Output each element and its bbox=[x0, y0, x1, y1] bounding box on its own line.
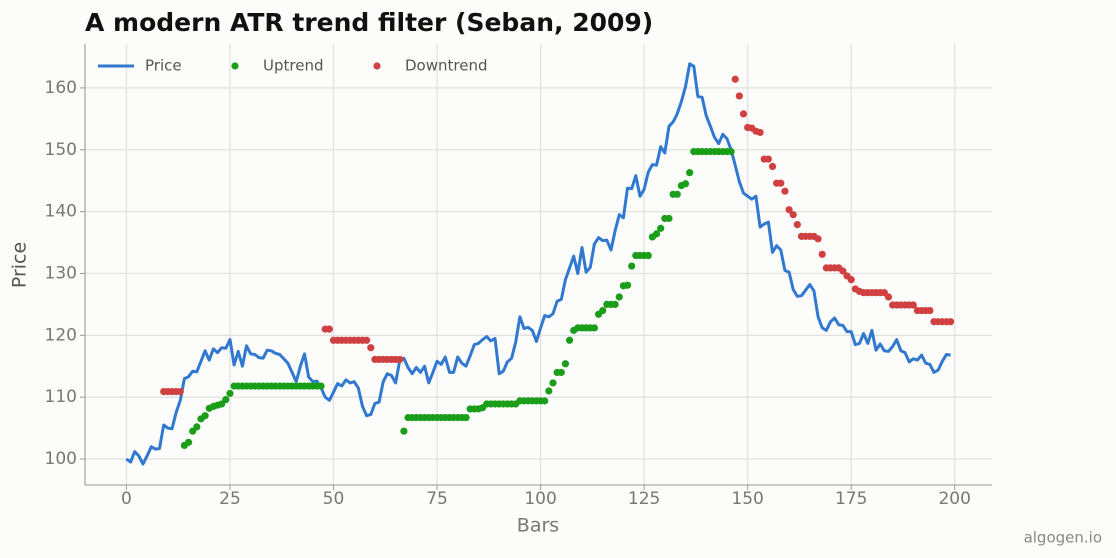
trend-dot bbox=[686, 169, 694, 177]
trend-dot bbox=[735, 92, 743, 100]
legend-label: Downtrend bbox=[405, 57, 487, 75]
y-tick-label: 130 bbox=[45, 263, 77, 283]
trend-dot bbox=[557, 368, 565, 377]
trend-dot bbox=[201, 412, 209, 420]
trend-dot bbox=[462, 413, 470, 422]
x-tick-label: 50 bbox=[323, 489, 345, 509]
x-tick-label: 175 bbox=[835, 489, 867, 509]
y-tick-label: 100 bbox=[45, 449, 77, 469]
y-tick-label: 140 bbox=[45, 202, 77, 222]
watermark: algogen.io bbox=[1024, 529, 1102, 547]
trend-dot bbox=[909, 301, 917, 309]
trend-dot bbox=[193, 423, 201, 431]
trend-dot bbox=[549, 379, 557, 387]
trend-dot bbox=[176, 388, 184, 396]
y-tick-label: 150 bbox=[45, 140, 77, 160]
trend-dot bbox=[652, 230, 661, 238]
x-tick-label: 200 bbox=[938, 489, 970, 509]
trend-dot bbox=[561, 360, 570, 368]
trend-dot bbox=[545, 387, 553, 395]
trend-dot bbox=[611, 300, 619, 308]
trend-dot bbox=[946, 318, 955, 326]
legend-swatch bbox=[231, 62, 239, 70]
trend-dot bbox=[599, 306, 607, 315]
trend-dot bbox=[884, 293, 893, 301]
trend-dot bbox=[623, 281, 632, 289]
trend-dot bbox=[781, 187, 789, 195]
trend-dot bbox=[565, 336, 574, 344]
x-tick-label: 25 bbox=[219, 489, 241, 509]
trend-dot bbox=[768, 162, 777, 171]
trend-dot bbox=[628, 262, 636, 270]
trend-dot bbox=[785, 206, 793, 214]
trend-dot bbox=[673, 190, 681, 198]
trend-dot bbox=[644, 251, 652, 260]
trend-dot bbox=[926, 306, 934, 315]
y-axis-label: Price bbox=[9, 242, 31, 288]
trend-dot bbox=[731, 75, 739, 83]
trend-dot bbox=[325, 325, 333, 333]
y-tick-label: 120 bbox=[45, 325, 77, 345]
trend-dot bbox=[665, 214, 673, 223]
trend-dot bbox=[184, 438, 193, 446]
chart-title: A modern ATR trend filter (Seban, 2009) bbox=[85, 8, 653, 37]
trend-dot bbox=[363, 336, 371, 344]
trend-dot bbox=[615, 293, 623, 301]
trend-dot bbox=[226, 389, 234, 398]
x-axis-label: Bars bbox=[517, 515, 559, 537]
trend-dot bbox=[317, 382, 325, 390]
trend-dot bbox=[789, 211, 797, 219]
trend-dot bbox=[739, 110, 748, 118]
price-line bbox=[125, 62, 951, 466]
x-tick-label: 100 bbox=[524, 489, 556, 509]
trend-dot bbox=[764, 155, 772, 163]
y-tick-label: 160 bbox=[45, 78, 77, 98]
trend-dot bbox=[818, 250, 826, 258]
trend-dot bbox=[400, 427, 408, 435]
trend-dot bbox=[777, 179, 785, 187]
x-tick-label: 75 bbox=[426, 489, 448, 509]
trend-dot bbox=[222, 396, 230, 404]
trend-dot bbox=[657, 224, 665, 232]
trend-dot bbox=[367, 344, 375, 352]
y-tick-label: 110 bbox=[45, 387, 77, 407]
trend-dot bbox=[756, 128, 764, 137]
trend-dot bbox=[814, 235, 822, 243]
x-tick-label: 0 bbox=[121, 489, 132, 509]
trend-dot bbox=[681, 180, 690, 188]
trend-dot bbox=[541, 397, 549, 405]
legend-label: Uptrend bbox=[263, 57, 323, 75]
trend-dot bbox=[793, 221, 801, 229]
trend-dot bbox=[839, 267, 847, 275]
legend-label: Price bbox=[145, 57, 182, 75]
trend-dot bbox=[396, 355, 404, 364]
trend-dot bbox=[847, 276, 855, 284]
trend-dot bbox=[727, 148, 735, 156]
legend-swatch bbox=[373, 62, 381, 70]
x-tick-label: 125 bbox=[628, 489, 660, 509]
trend-dot bbox=[590, 324, 599, 332]
x-tick-label: 150 bbox=[731, 489, 763, 509]
